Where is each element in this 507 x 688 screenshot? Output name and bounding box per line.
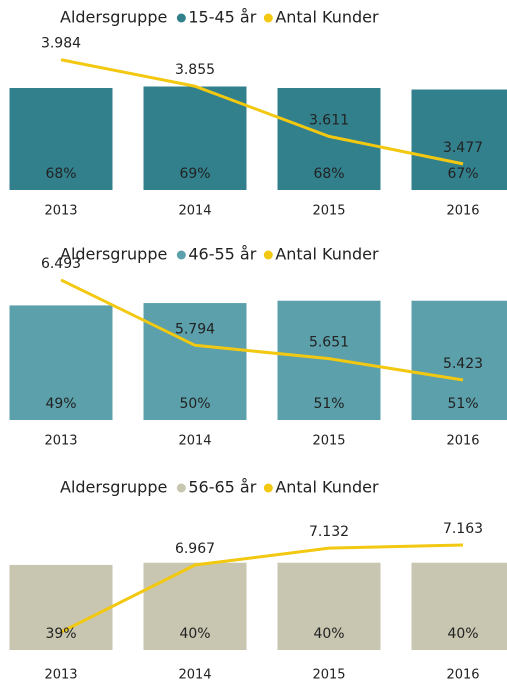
legend-label: 15-45 år: [188, 8, 256, 27]
legend-dot: [263, 13, 273, 23]
data-label: 50%: [179, 396, 210, 412]
bar: [143, 303, 247, 420]
legend-title: Aldersgruppe: [60, 478, 167, 497]
legend-dot: [263, 483, 273, 493]
data-label: 40%: [447, 626, 478, 642]
bar: [9, 88, 113, 190]
x-tick-label: 2014: [178, 668, 211, 683]
x-tick-label: 2016: [446, 204, 479, 219]
data-label: 39%: [45, 626, 76, 642]
data-label: 5.423: [443, 356, 483, 372]
data-label: 7.132: [309, 524, 349, 540]
x-tick-label: 2014: [178, 204, 211, 219]
x-tick-label: 2013: [44, 668, 77, 683]
x-tick-label: 2014: [178, 434, 211, 449]
x-tick-label: 2013: [44, 434, 77, 449]
bar: [411, 562, 507, 650]
legend-label: 46-55 år: [188, 245, 256, 264]
line: [60, 278, 464, 382]
bar: [143, 562, 247, 650]
x-tick-label: 2015: [312, 204, 345, 219]
legend-label: Antal Kunder: [275, 478, 379, 497]
data-label: 5.651: [309, 335, 349, 351]
x-tick-label: 2013: [44, 204, 77, 219]
legend-dot: [263, 250, 273, 260]
data-label: 3.477: [443, 140, 483, 156]
legend-dot: [176, 13, 186, 23]
data-label: 69%: [179, 166, 210, 182]
legend-label: 56-65 år: [188, 478, 256, 497]
legend-title: Aldersgruppe: [60, 245, 167, 264]
line: [60, 543, 464, 634]
data-label: 6.967: [175, 541, 215, 557]
legend-title: Aldersgruppe: [60, 8, 167, 27]
bar: [9, 305, 113, 420]
data-label: 6.493: [41, 256, 81, 272]
bar: [277, 562, 381, 650]
legend-dot: [176, 250, 186, 260]
line: [60, 58, 464, 166]
bar: [411, 300, 507, 420]
legend-label: Antal Kunder: [275, 8, 379, 27]
bar: [277, 88, 381, 190]
x-tick-label: 2016: [446, 668, 479, 683]
x-tick-label: 2015: [312, 668, 345, 683]
x-tick-label: 2016: [446, 434, 479, 449]
data-label: 68%: [45, 166, 76, 182]
data-label: 40%: [313, 626, 344, 642]
bar: [143, 86, 247, 190]
bar: [9, 564, 113, 650]
data-label: 5.794: [175, 321, 215, 337]
x-tick-label: 2015: [312, 434, 345, 449]
data-label: 68%: [313, 166, 344, 182]
data-label: 67%: [447, 166, 478, 182]
data-label: 3.984: [41, 36, 81, 52]
legend-label: Antal Kunder: [275, 245, 379, 264]
data-label: 3.611: [309, 112, 349, 128]
data-label: 3.855: [175, 62, 215, 78]
data-label: 51%: [447, 396, 478, 412]
data-label: 7.163: [443, 521, 483, 537]
bar: [277, 300, 381, 420]
data-label: 49%: [45, 396, 76, 412]
legend-dot: [176, 483, 186, 493]
data-label: 51%: [313, 396, 344, 412]
bar: [411, 89, 507, 190]
data-label: 40%: [179, 626, 210, 642]
